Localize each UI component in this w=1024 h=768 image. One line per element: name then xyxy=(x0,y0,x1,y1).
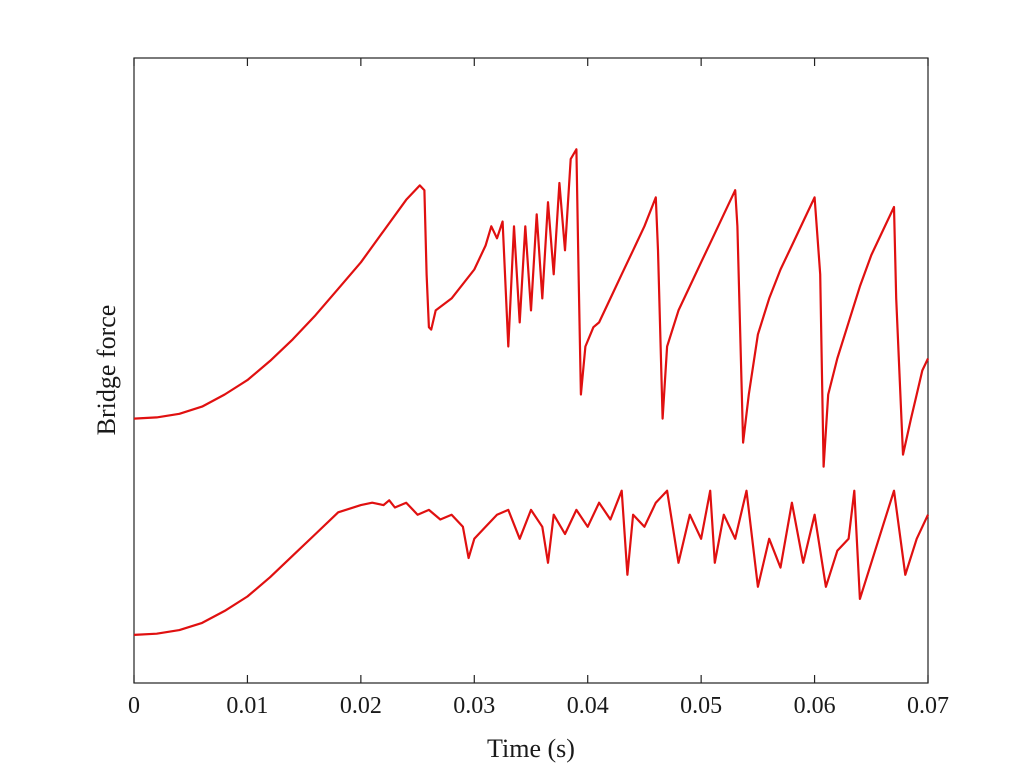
x-tick-label: 0.01 xyxy=(226,693,268,719)
x-tick-label: 0.06 xyxy=(794,693,836,719)
x-tick-label: 0.03 xyxy=(453,693,495,719)
plot-area-frame xyxy=(133,57,929,684)
y-axis-label: Bridge force xyxy=(92,305,121,436)
series-line-lower xyxy=(133,489,929,636)
x-tick-label: 0.02 xyxy=(340,693,382,719)
x-tick-label: 0.07 xyxy=(907,693,949,719)
x-axis-ticks xyxy=(133,58,929,683)
x-tick-label: 0.05 xyxy=(680,693,722,719)
data-series xyxy=(133,148,929,636)
x-tick-label: 0.04 xyxy=(567,693,609,719)
series-line-upper xyxy=(133,148,929,468)
x-tick-label: 0 xyxy=(128,693,140,719)
x-axis-label: Time (s) xyxy=(487,734,575,763)
x-axis-tick-labels: 0 0.01 0.02 0.03 0.04 0.05 0.06 0.07 xyxy=(128,693,949,719)
